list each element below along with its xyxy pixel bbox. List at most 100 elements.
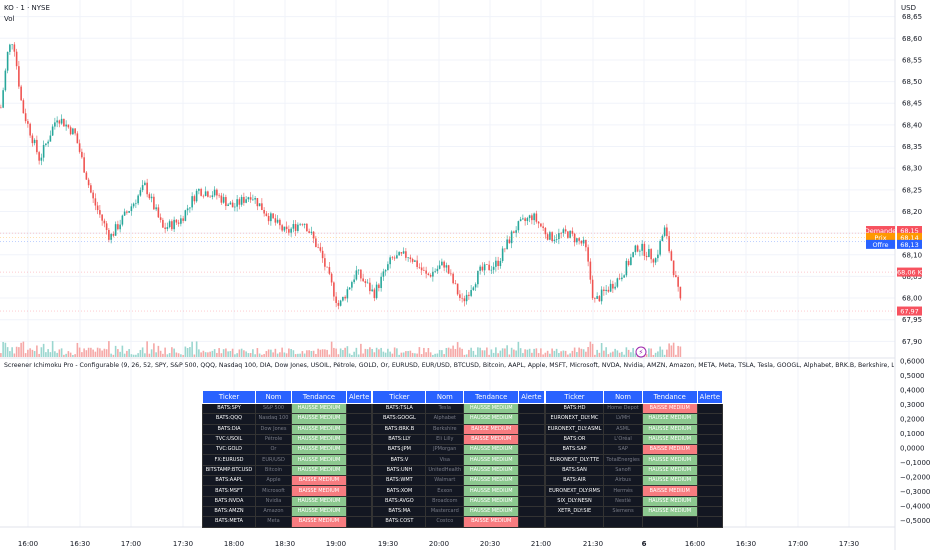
- volume-bar: [166, 354, 169, 357]
- ticker-cell: EURONEXT_DLY:RMS: [544, 485, 605, 497]
- volume-bar: [591, 343, 594, 357]
- alert-cell: [696, 454, 724, 466]
- volume-bar: [180, 354, 182, 357]
- candle-body: [407, 257, 409, 259]
- candle-body: [45, 143, 47, 145]
- table-row: XETR_DLY:SIE Siemens HAUSSE MEDIUM: [544, 505, 724, 518]
- price-tag-label-bg: [866, 232, 895, 242]
- indicator-tick-label: −0,4000: [900, 503, 930, 511]
- candle-body: [31, 135, 34, 144]
- alert-cell: [696, 413, 724, 425]
- ticker-cell: BATS:OR: [544, 433, 605, 446]
- volume-bar: [245, 351, 247, 357]
- volume-bar: [225, 348, 227, 357]
- candle-body: [252, 199, 254, 201]
- candle-body: [639, 250, 641, 252]
- time-tick-label: 17:30: [173, 540, 193, 548]
- symbol-title[interactable]: KO · 1 · NYSE: [4, 4, 50, 12]
- candle-body: [177, 222, 180, 224]
- candle-body: [168, 221, 171, 228]
- volume-bar: [668, 343, 670, 357]
- flash-icon[interactable]: ⚡: [635, 346, 647, 358]
- candle-body: [137, 195, 139, 204]
- time-tick-label: 20:30: [480, 540, 500, 548]
- volume-bar: [335, 348, 337, 357]
- ticker-cell: BATS:XOM: [372, 485, 427, 497]
- candle-body: [492, 266, 495, 270]
- volume-bar: [587, 347, 589, 357]
- candle-body: [9, 44, 11, 52]
- volume-bar: [533, 348, 535, 357]
- volume-bar: [474, 354, 477, 357]
- header-ticker: Ticker: [202, 390, 256, 404]
- indicator-tick-label: 0,0000: [900, 445, 925, 453]
- candle-body: [652, 259, 655, 263]
- candle-body: [468, 294, 470, 296]
- volume-bar: [40, 347, 43, 357]
- name-cell: Exxon: [425, 485, 465, 497]
- indicator-title[interactable]: Screener Ichimoku Pro - Configurable (9,…: [4, 362, 894, 369]
- name-cell: Or: [255, 444, 292, 456]
- table-row: BATS:AMZN Amazon HAUSSE MEDIUM: [202, 505, 373, 518]
- volume-bar: [171, 347, 173, 357]
- indicator-tick-label: 0,2000: [900, 416, 925, 424]
- volume-bar: [369, 347, 371, 357]
- volume-bar: [319, 349, 322, 357]
- alert-cell: [518, 475, 545, 487]
- volume-bar: [222, 349, 225, 357]
- volume-bar: [596, 349, 598, 357]
- candle-body: [396, 255, 398, 259]
- candle-body: [216, 189, 218, 196]
- candle-body: [69, 127, 72, 135]
- table-row: BATS:V Visa HAUSSE MEDIUM: [372, 454, 545, 466]
- alert-cell: [345, 485, 373, 497]
- candle-body: [567, 231, 569, 238]
- volume-bar: [272, 352, 274, 357]
- name-cell: Mastercard: [425, 505, 465, 518]
- trend-cell: BAISSE MEDIUM: [463, 516, 520, 528]
- candle-body: [519, 219, 522, 222]
- volume-bar: [402, 352, 405, 357]
- volume-bar: [315, 354, 317, 357]
- candle-body: [54, 122, 56, 127]
- volume-bar: [337, 354, 340, 357]
- volume-bar: [333, 347, 335, 357]
- volume-bar: [528, 348, 531, 357]
- candle-body: [20, 86, 22, 101]
- volume-bar: [312, 350, 315, 357]
- candle-body: [636, 245, 639, 252]
- trend-cell: HAUSSE MEDIUM: [291, 444, 347, 456]
- ticker-cell: FX:EURUSD: [202, 454, 256, 466]
- candle-body: [461, 297, 463, 299]
- candle-body: [321, 250, 324, 259]
- alert-cell: [696, 402, 724, 415]
- ticker-cell: BITSTAMP:BTCUSD: [202, 464, 256, 477]
- alert-cell: [518, 495, 545, 507]
- currency-label[interactable]: USD: [901, 4, 916, 12]
- trend-cell: HAUSSE MEDIUM: [463, 413, 520, 425]
- candle-body: [105, 223, 108, 230]
- trend-cell: HAUSSE MEDIUM: [641, 413, 698, 425]
- table-row: EURONEXT_DLY:RMS Hermès BAISSE MEDIUM: [544, 485, 724, 497]
- candle-body: [94, 198, 97, 206]
- candle-body: [231, 202, 234, 208]
- volume-bar: [497, 353, 499, 357]
- volume-bar: [544, 352, 547, 357]
- candle-body: [236, 199, 238, 207]
- name-cell: S&P 500: [255, 402, 292, 415]
- volume-bar: [585, 351, 587, 357]
- volume-bar: [504, 348, 506, 357]
- volume-bar: [231, 348, 234, 357]
- table-row: SIX_DLY:NESN Nestlé HAUSSE MEDIUM: [544, 495, 724, 507]
- trend-cell: HAUSSE MEDIUM: [463, 444, 520, 456]
- volume-bar: [371, 348, 373, 357]
- candle-body: [389, 257, 391, 265]
- volume-bar: [108, 341, 110, 357]
- volume-label[interactable]: Vol: [4, 15, 15, 23]
- table-row: BATS:XOM Exxon HAUSSE MEDIUM: [372, 485, 545, 497]
- candle-body: [193, 196, 196, 202]
- table-row: BATS:GOOGL Alphabet HAUSSE MEDIUM: [372, 413, 545, 425]
- price-tick-label: 68,50: [902, 78, 922, 86]
- volume-bar: [227, 351, 229, 357]
- candle-body: [222, 197, 225, 203]
